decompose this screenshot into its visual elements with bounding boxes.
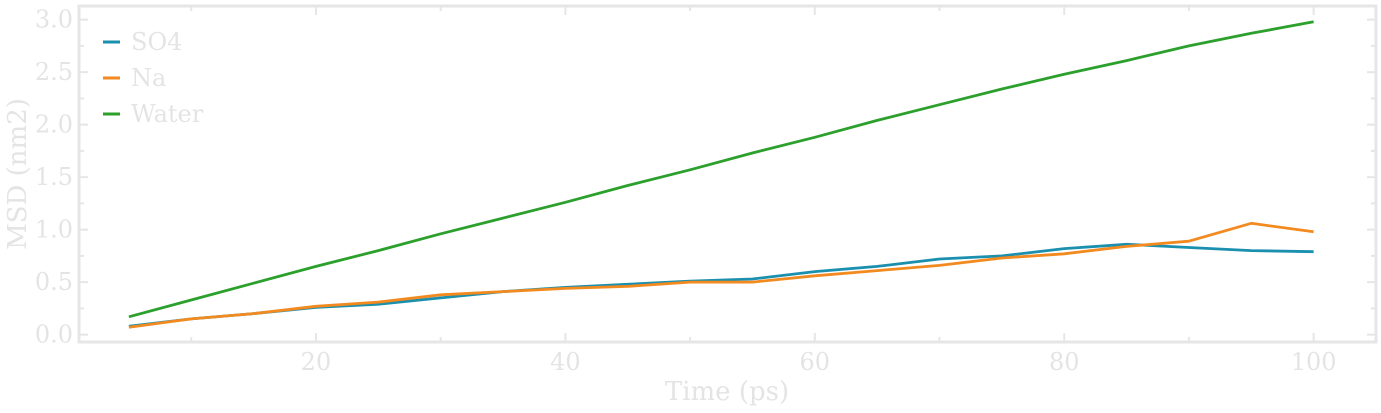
x-tick-label: 100 xyxy=(1291,348,1337,376)
legend: SO4 Na Water xyxy=(103,28,204,128)
y-axis-label: MSD (nm2) xyxy=(3,98,33,250)
y-tick-label: 1.5 xyxy=(35,163,73,191)
plot-frame xyxy=(77,4,1378,344)
series-line-so4 xyxy=(128,242,1314,328)
x-tick-label: 80 xyxy=(1049,348,1080,376)
series-line-water xyxy=(128,20,1314,319)
series-line-na xyxy=(128,221,1314,329)
y-tick-label: 2.5 xyxy=(35,58,73,86)
x-tick-label: 40 xyxy=(550,348,581,376)
axis-ticks xyxy=(79,6,1376,342)
y-tick-label: 1.0 xyxy=(35,216,73,244)
y-tick-label: 0.5 xyxy=(35,268,73,296)
tick-labels: 20 40 60 80 100 0.0 0.5 1.0 1.5 2.0 2.5 3.0 xyxy=(35,6,1337,376)
x-tick-label: 20 xyxy=(301,348,332,376)
y-tick-label: 2.0 xyxy=(35,111,73,139)
y-tick-label: 0.0 xyxy=(35,321,73,349)
x-axis-label: Time (ps) xyxy=(665,377,789,407)
y-tick-label: 3.0 xyxy=(35,6,73,34)
legend-label-so4: SO4 xyxy=(131,28,182,56)
series-lines xyxy=(128,20,1314,329)
x-tick-label: 60 xyxy=(800,348,831,376)
legend-label-na: Na xyxy=(131,64,166,92)
legend-label-water: Water xyxy=(131,100,204,128)
